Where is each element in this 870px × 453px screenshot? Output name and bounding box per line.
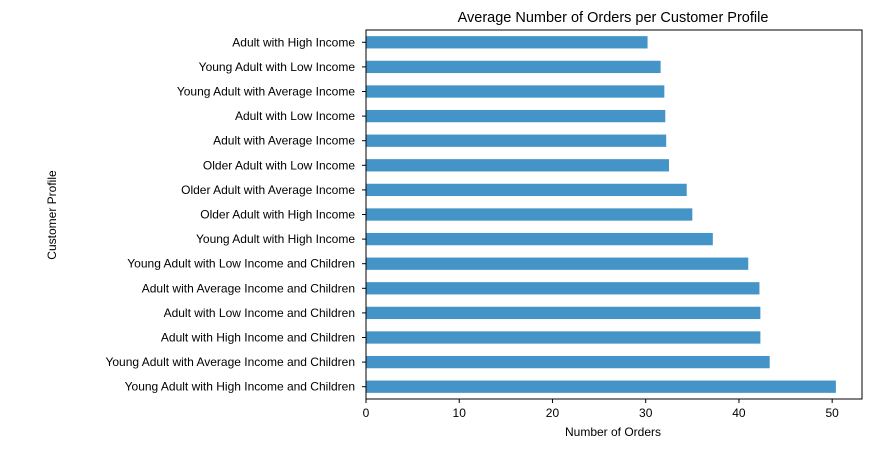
bar — [366, 282, 760, 295]
bar — [366, 85, 665, 98]
x-tick-label: 10 — [453, 406, 467, 420]
y-tick-label: Young Adult with Average Income — [177, 85, 355, 99]
y-tick-label: Young Adult with Average Income and Chil… — [105, 355, 355, 369]
y-tick-label: Young Adult with Low Income and Children — [127, 257, 355, 271]
x-tick-label: 0 — [363, 406, 370, 420]
y-tick-label: Older Adult with Low Income — [203, 158, 355, 172]
y-tick-label: Adult with High Income and Children — [161, 331, 355, 345]
y-tick-label: Adult with Low Income and Children — [164, 306, 355, 320]
chart-title: Average Number of Orders per Customer Pr… — [458, 10, 769, 26]
bar — [366, 331, 761, 344]
bars-group — [366, 36, 836, 393]
y-tick-label: Adult with Average Income and Children — [142, 281, 355, 295]
bar — [366, 306, 761, 320]
y-tick-label: Older Adult with High Income — [200, 208, 355, 222]
y-axis-label: Customer Profile — [45, 170, 59, 260]
bar — [366, 232, 713, 246]
bar — [366, 36, 648, 49]
x-tick-label: 40 — [732, 406, 746, 420]
plot-frame — [365, 29, 863, 400]
bar — [366, 257, 749, 270]
y-tick-label: Young Adult with High Income — [196, 232, 355, 246]
y-tick-label: Adult with High Income — [232, 35, 355, 49]
x-tick-label: 20 — [546, 406, 560, 420]
x-axis-label: Number of Orders — [565, 425, 661, 439]
bar — [366, 60, 661, 74]
x-tick-label: 50 — [825, 406, 839, 420]
bar — [366, 355, 770, 369]
y-tick-label: Adult with Average Income — [213, 134, 355, 148]
x-axis-ticks: 0 10 20 30 40 50 — [363, 399, 839, 420]
y-axis-ticks: Adult with High Income Young Adult with L… — [105, 35, 366, 394]
bar — [366, 159, 670, 172]
bar — [366, 380, 836, 393]
y-tick-label: Older Adult with Average Income — [181, 183, 355, 197]
y-tick-label: Adult with Low Income — [235, 109, 355, 123]
x-tick-label: 30 — [639, 406, 653, 420]
y-tick-label: Young Adult with Low Income — [199, 60, 356, 74]
bar — [366, 208, 693, 221]
y-tick-label: Young Adult with High Income and Childre… — [125, 380, 355, 394]
bar — [366, 183, 687, 197]
bar — [366, 134, 667, 147]
bar — [366, 109, 666, 123]
